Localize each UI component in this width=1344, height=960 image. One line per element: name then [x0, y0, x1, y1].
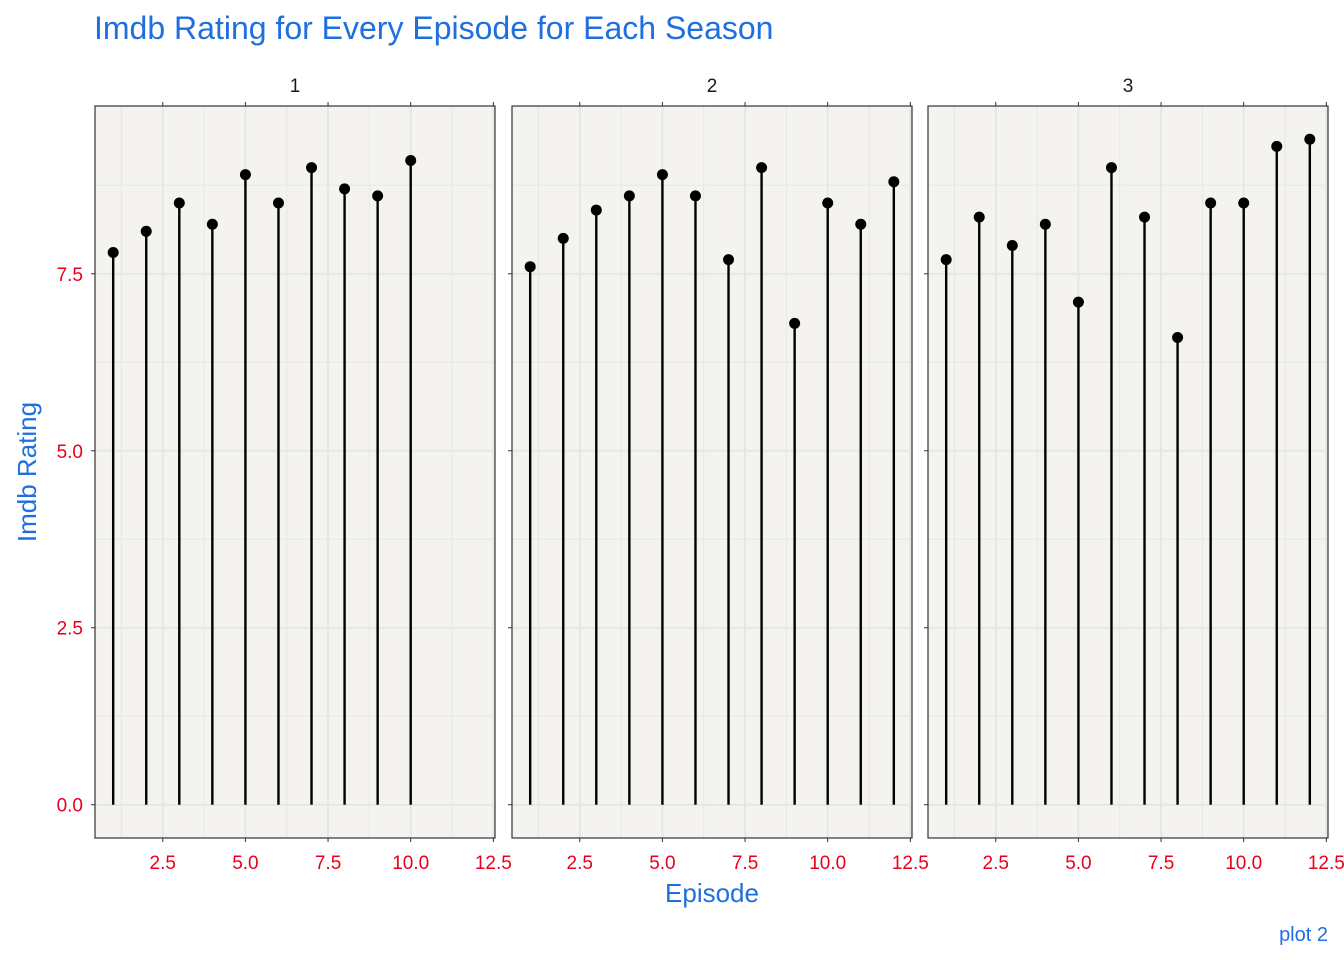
lollipop-point	[306, 162, 318, 174]
lollipop-point	[339, 183, 351, 195]
lollipop-point	[557, 232, 569, 244]
lollipop-point	[140, 225, 152, 237]
lollipop-point	[789, 317, 801, 329]
x-tick-label: 2.5	[567, 853, 593, 874]
lollipop-point	[723, 254, 735, 266]
lollipop-point	[107, 247, 119, 259]
lollipop-point	[524, 261, 536, 273]
lollipop-point	[173, 197, 185, 209]
lollipop-point	[1271, 140, 1283, 152]
y-axis-label: Imdb Rating	[12, 402, 42, 542]
y-tick-label: 0.0	[57, 796, 83, 817]
lollipop-point	[822, 197, 834, 209]
lollipop-point	[756, 162, 768, 174]
facet-strip-label: 1	[290, 76, 301, 97]
facet-panels: 12.5 5.0 7.5 10.0 12.522.5 5.0 7.5 10.0 12.532.5…	[94, 76, 1344, 874]
y-tick-label: 5.0	[57, 442, 83, 463]
x-tick-label: 12.5	[892, 853, 929, 874]
x-tick-label: 2.5	[150, 853, 176, 874]
lollipop-point	[1304, 133, 1316, 145]
y-tick-label: 2.5	[57, 619, 83, 640]
y-tick-label: 7.5	[57, 265, 83, 286]
facet-strip-label: 2	[707, 76, 718, 97]
x-tick-label: 5.0	[649, 853, 675, 874]
x-tick-label: 10.0	[392, 853, 429, 874]
lollipop-point	[405, 155, 417, 167]
facet-panel-3: 3 2.5 5.0 7.5 10.0 12.5	[924, 76, 1344, 874]
facet-panel-1: 12.5 5.0 7.5 10.0 12.5	[94, 76, 512, 874]
lollipop-point	[1172, 331, 1184, 343]
facet-strip-label: 3	[1123, 76, 1134, 97]
lollipop-point	[973, 211, 985, 223]
x-tick-label: 2.5	[983, 853, 1009, 874]
lollipop-point	[689, 190, 701, 202]
x-tick-label: 7.5	[1148, 853, 1174, 874]
panel-background	[928, 106, 1328, 838]
lollipop-point	[1006, 239, 1018, 251]
panel-border	[927, 105, 1329, 839]
lollipop-point	[888, 176, 900, 188]
x-tick-label: 7.5	[732, 853, 758, 874]
facet-panel-2: 2 2.5 5.0 7.5 10.0 12.5	[508, 76, 929, 874]
lollipop-point	[1072, 296, 1084, 308]
lollipop-point	[855, 218, 867, 230]
lollipop-point	[272, 197, 284, 209]
x-tick-label: 10.0	[809, 853, 846, 874]
panel-border	[511, 105, 913, 839]
lollipop-point	[940, 254, 952, 266]
x-tick-label: 12.5	[475, 853, 512, 874]
x-tick-label: 12.5	[1308, 853, 1344, 874]
x-tick-label: 7.5	[315, 853, 341, 874]
lollipop-point	[239, 169, 251, 181]
lollipop-point	[1039, 218, 1051, 230]
y-axis: 0.0 2.5 5.0 7.5	[57, 265, 95, 817]
chart-title: Imdb Rating for Every Episode for Each S…	[94, 10, 773, 46]
lollipop-point	[623, 190, 635, 202]
lollipop-point	[1139, 211, 1151, 223]
panel-border	[94, 105, 496, 839]
lollipop-point	[206, 218, 218, 230]
lollipop-point	[1105, 162, 1117, 174]
lollipop-point	[372, 190, 384, 202]
panel-background	[95, 106, 495, 838]
panel-background	[512, 106, 912, 838]
lollipop-point	[656, 169, 668, 181]
x-tick-label: 10.0	[1225, 853, 1262, 874]
x-tick-label: 5.0	[1065, 853, 1091, 874]
lollipop-point	[1238, 197, 1250, 209]
plot-caption: plot 2	[1279, 924, 1328, 946]
lollipop-point	[1205, 197, 1217, 209]
x-tick-label: 5.0	[232, 853, 258, 874]
x-axis-label: Episode	[665, 878, 759, 908]
lollipop-point	[590, 204, 602, 216]
